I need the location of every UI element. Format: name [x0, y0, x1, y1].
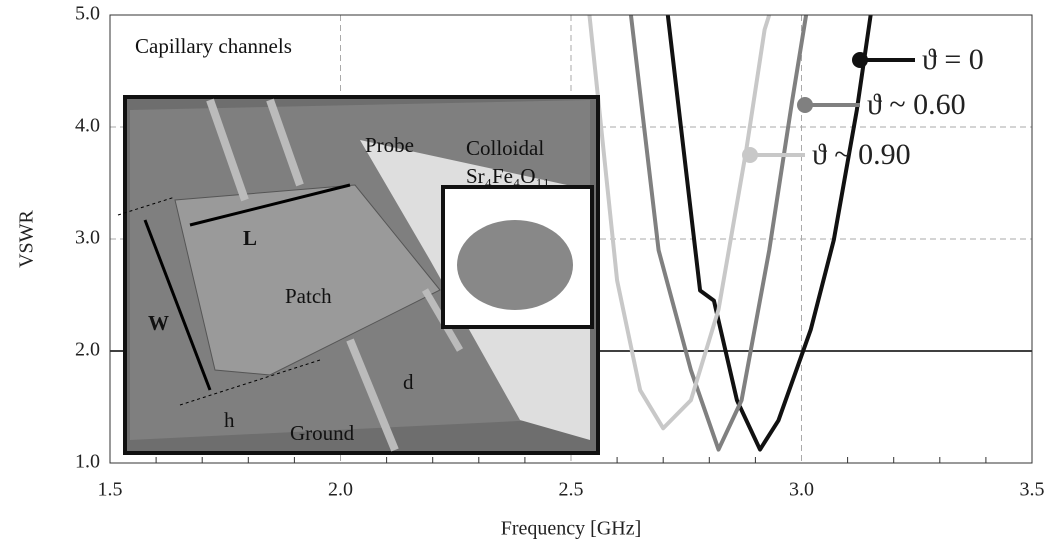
series-line: [587, 14, 772, 431]
x-tick-label: 2.0: [328, 479, 353, 501]
legend-marker: [742, 147, 758, 163]
y-axis-label: VSWR: [16, 209, 38, 267]
x-tick-label: 1.5: [98, 479, 123, 501]
legend-marker: [797, 97, 813, 113]
annotation: Ground: [290, 421, 355, 445]
y-tick-label: 1.0: [75, 451, 100, 473]
legend-label: ϑ ~ 0.60: [867, 88, 966, 121]
annotation: L: [243, 226, 257, 250]
series-line: [628, 14, 809, 452]
legend-label: ϑ ~ 0.90: [812, 138, 911, 171]
annotation: Patch: [285, 284, 332, 308]
legend-marker: [852, 52, 868, 68]
annotation: Probe: [365, 133, 414, 157]
series-line: [665, 14, 873, 452]
plot-frame: [109, 14, 1033, 464]
inset-photo: [117, 95, 600, 455]
y-tick-label: 5.0: [75, 3, 100, 25]
x-tick-label: 2.5: [559, 479, 584, 501]
y-tick-label: 3.0: [75, 227, 100, 249]
annotation: d: [403, 370, 414, 394]
x-tick-label: 3.5: [1020, 479, 1045, 501]
y-tick-label: 2.0: [75, 339, 100, 361]
annotation: Sr₄Fe₄O₁₁: [466, 164, 550, 188]
legend-label: ϑ = 0: [922, 43, 984, 76]
annotation: Colloidal: [466, 136, 544, 160]
x-axis-label: Frequency [GHz]: [501, 518, 642, 540]
y-tick-label: 4.0: [75, 115, 100, 137]
annotation: W: [148, 311, 169, 335]
annotation: Capillary channels: [135, 34, 292, 58]
annotation: h: [224, 408, 235, 432]
x-tick-label: 3.0: [789, 479, 814, 501]
